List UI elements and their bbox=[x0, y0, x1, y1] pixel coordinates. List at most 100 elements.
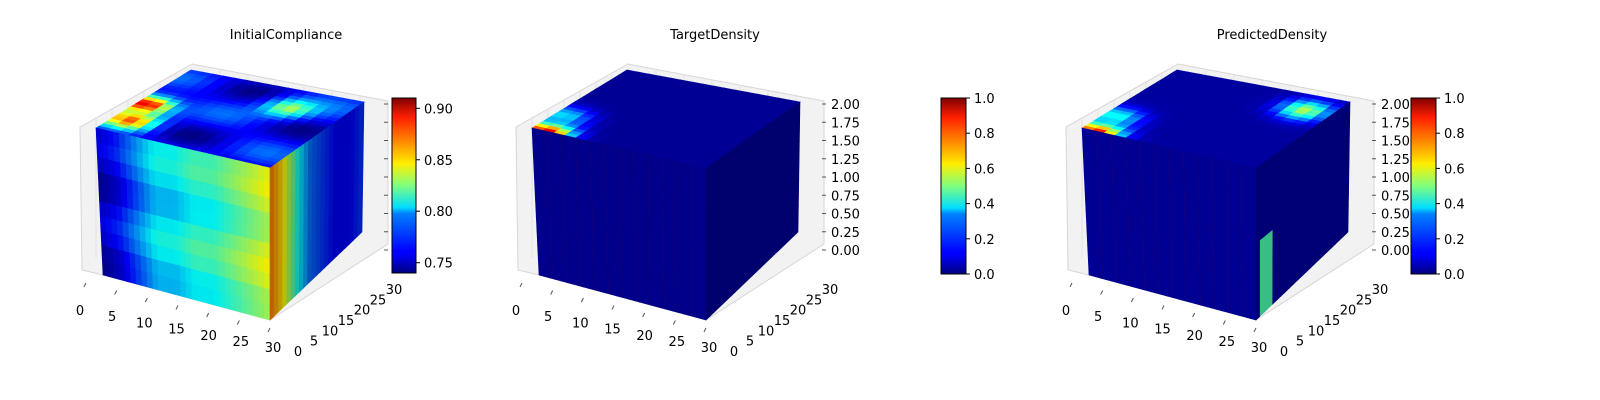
y-tick-label: 5 bbox=[746, 335, 754, 350]
panel-title: TargetDensity bbox=[669, 28, 760, 43]
voxel-cell bbox=[613, 176, 621, 194]
voxel-cell bbox=[194, 180, 202, 198]
voxel-cell bbox=[1114, 223, 1122, 240]
voxel-cell bbox=[1170, 207, 1177, 225]
voxel-cell bbox=[615, 250, 623, 268]
voxel-cell bbox=[224, 277, 232, 295]
y-tick-label: 30 bbox=[1372, 283, 1389, 298]
voxel-cell bbox=[1187, 226, 1195, 244]
voxel-cell bbox=[534, 186, 542, 204]
voxel-cell bbox=[676, 160, 684, 179]
voxel-cell bbox=[683, 253, 690, 271]
voxel-cell bbox=[142, 153, 150, 171]
voxel-cell bbox=[584, 154, 592, 172]
voxel-cell bbox=[185, 252, 192, 270]
voxel-cell bbox=[211, 169, 219, 187]
voxel-cell bbox=[1099, 131, 1107, 149]
voxel-cell bbox=[1129, 182, 1137, 200]
voxel-cell bbox=[1137, 243, 1145, 261]
voxel-cell bbox=[1227, 236, 1234, 254]
voxel-cell bbox=[665, 203, 673, 221]
voxel-cell bbox=[593, 274, 601, 292]
voxel-cell bbox=[626, 253, 634, 271]
colorbar-tick-label: 0.0 bbox=[974, 268, 995, 283]
voxel-cell bbox=[160, 172, 168, 190]
voxel-cell bbox=[1093, 261, 1101, 279]
x-tick-label: 20 bbox=[636, 329, 653, 344]
voxel-cell bbox=[619, 162, 626, 180]
voxel-cell bbox=[596, 186, 604, 204]
voxel-cell bbox=[1174, 148, 1182, 166]
z-tick-label: 0.25 bbox=[831, 226, 860, 241]
voxel-edge bbox=[1241, 164, 1243, 317]
voxel-cell bbox=[677, 236, 684, 254]
voxel-cell bbox=[1131, 227, 1138, 245]
voxel-cell bbox=[223, 217, 231, 235]
voxel-cell bbox=[612, 146, 620, 164]
voxel-cell bbox=[653, 185, 661, 203]
voxel-cell bbox=[694, 195, 701, 213]
panel-predicted-density: PredictedDensity 0 5 10 15 20 25 30 05101520253… bbox=[1062, 28, 1465, 360]
voxel-cell bbox=[1232, 207, 1240, 225]
voxel-cell bbox=[241, 266, 248, 285]
voxel-cell bbox=[247, 253, 254, 271]
voxel-cell bbox=[677, 251, 684, 269]
voxel-cell bbox=[1204, 200, 1211, 218]
voxel-cell bbox=[230, 248, 237, 267]
voxel-cell bbox=[184, 222, 192, 240]
voxel-cell bbox=[172, 189, 180, 207]
voxel-cell bbox=[1197, 154, 1205, 172]
voxel-cell bbox=[263, 242, 271, 260]
colorbar-tick-label: 0.0 bbox=[1444, 268, 1465, 283]
voxel-cell bbox=[584, 169, 592, 187]
voxel-cell bbox=[1232, 162, 1240, 180]
voxel-cell bbox=[111, 233, 119, 251]
voxel-cell bbox=[167, 233, 175, 251]
z-tick-label: 0.75 bbox=[1381, 189, 1410, 204]
voxel-cell bbox=[677, 266, 684, 285]
voxel-cell bbox=[1170, 237, 1178, 255]
voxel-cell bbox=[1205, 276, 1212, 294]
voxel-cell bbox=[559, 251, 567, 269]
voxel-cell bbox=[683, 298, 690, 316]
voxel-cell bbox=[1205, 291, 1212, 309]
x-tick-mark bbox=[236, 320, 240, 325]
voxel-cell bbox=[648, 199, 655, 217]
voxel-cell bbox=[195, 195, 202, 213]
z-tick-label: 1.25 bbox=[1381, 153, 1410, 168]
voxel-cell bbox=[591, 200, 599, 218]
voxel-cell bbox=[148, 154, 156, 172]
voxel-cell bbox=[1132, 271, 1140, 289]
voxel-cell bbox=[1171, 282, 1179, 300]
voxel-cell bbox=[246, 177, 253, 195]
voxel-cell bbox=[1171, 267, 1179, 285]
voxel-cell bbox=[131, 150, 139, 168]
voxel-cell bbox=[1187, 241, 1195, 259]
voxel-cell bbox=[1188, 286, 1196, 304]
voxel-cell bbox=[653, 155, 661, 173]
voxel-cell bbox=[200, 196, 208, 214]
voxel-cell bbox=[160, 186, 168, 204]
voxel-cell bbox=[1215, 188, 1222, 206]
voxel-cell bbox=[1090, 202, 1098, 220]
voxel-cell bbox=[1118, 194, 1126, 212]
voxel-cell bbox=[556, 162, 564, 180]
voxel-cell bbox=[97, 171, 105, 189]
voxel-cell bbox=[671, 280, 679, 298]
voxel-cell bbox=[670, 174, 678, 192]
voxel-cell bbox=[694, 225, 701, 243]
voxel-cell bbox=[590, 170, 598, 188]
voxel-cell bbox=[1119, 209, 1127, 227]
voxel-cell bbox=[694, 301, 701, 319]
voxel-cell bbox=[1233, 283, 1240, 301]
voxel-cell bbox=[608, 204, 616, 222]
voxel-cell bbox=[1110, 134, 1118, 152]
x-tick-label: 30 bbox=[265, 341, 282, 356]
voxel-cell bbox=[671, 204, 678, 223]
voxel-cell bbox=[212, 214, 220, 232]
voxel-cell bbox=[264, 272, 271, 290]
voxel-cell bbox=[1221, 235, 1229, 253]
voxel-cell bbox=[647, 169, 655, 187]
voxel-cell bbox=[1227, 281, 1234, 300]
